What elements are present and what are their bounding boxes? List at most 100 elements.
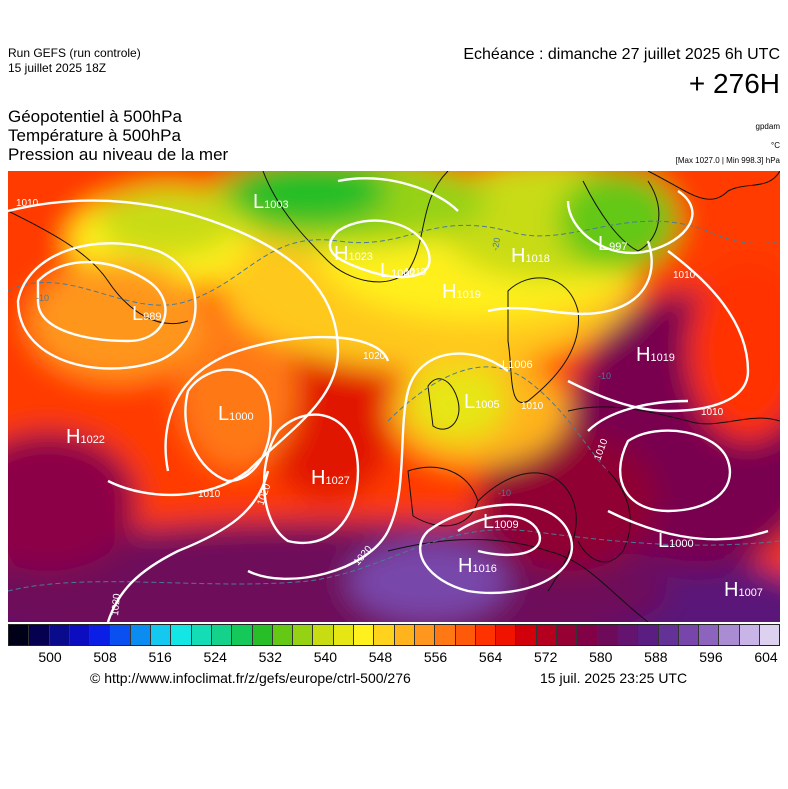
colorbar-cell <box>191 625 212 645</box>
colorbar-ticks: 500 508 516 524 532 540 548 556 564 572 580 588 596 6… <box>8 649 780 665</box>
colorbar-cell <box>69 625 91 645</box>
colorbar-tick-label: 604 <box>754 649 778 665</box>
run-title: Run GEFS (run controle) <box>8 46 141 60</box>
temperature-isotherms <box>8 220 780 592</box>
colorbar-tick-label: 596 <box>699 649 723 665</box>
colorbar-cell <box>252 625 273 645</box>
colorbar-tick-label: 548 <box>368 649 393 665</box>
colorbar-tick-label: 508 <box>93 649 117 665</box>
temperature-label: -10 <box>36 293 49 303</box>
colorbar-cell <box>374 625 395 645</box>
colorbar-cell <box>678 625 700 645</box>
pressure-center-low: L1007 <box>380 260 416 282</box>
generated-timestamp: 15 juil. 2025 23:25 UTC <box>540 670 688 686</box>
pressure-centers: L1003 H1023 L1007 H1018 L997 L989 H1019 … <box>66 191 763 601</box>
colorbar-tick-label: 500 <box>38 649 62 665</box>
pressure-center-high: H1016 <box>458 555 497 577</box>
coastlines <box>8 171 780 622</box>
pressure-center-high: H1019 <box>636 344 675 366</box>
colorbar-cell <box>110 625 131 645</box>
isobar-label: 1010 <box>701 407 724 418</box>
source-credit: © http://www.infoclimat.fr/z/gefs/europe… <box>90 670 411 686</box>
param-temperature-unit: °C <box>771 141 780 150</box>
isobar-label: 1010 <box>404 267 427 278</box>
temperature-label: -10 <box>598 371 611 381</box>
isobar-label: 1020 <box>363 351 386 362</box>
colorbar-cell <box>29 625 50 645</box>
param-pressure-unit: [Max 1027.0 | Min 998.3] hPa <box>675 156 780 165</box>
colorbar-tick-label: 580 <box>589 649 613 665</box>
colorbar-cell <box>475 625 497 645</box>
colorbar-cell <box>455 625 476 645</box>
colorbar-cell <box>435 625 456 645</box>
run-date: 15 juillet 2025 18Z <box>8 61 107 75</box>
colorbar-tick-label: 572 <box>534 649 558 665</box>
pressure-center-high: H1018 <box>511 245 550 267</box>
pressure-center-low: L1000 <box>658 530 694 552</box>
pressure-center-high: H1007 <box>724 579 763 601</box>
colorbar-cell <box>130 625 152 645</box>
isobar-label: 1010 <box>198 489 221 500</box>
colorbar-tick-label: 516 <box>148 649 172 665</box>
isobars <box>8 177 769 622</box>
colorbar-cell <box>49 625 70 645</box>
isobar-label: 1010 <box>521 401 544 412</box>
colorbar-cell <box>739 625 760 645</box>
pressure-center-high: H1022 <box>66 426 105 448</box>
colorbar-cell <box>272 625 294 645</box>
colorbar-cell <box>333 625 355 645</box>
colorbar-cell <box>394 625 415 645</box>
colorbar-cell <box>658 625 679 645</box>
colorbar-cell <box>9 625 30 645</box>
geopotential-field <box>8 171 780 622</box>
colorbar <box>8 624 780 646</box>
colorbar-cell <box>577 625 598 645</box>
pressure-center-high: H1019 <box>442 281 481 303</box>
colorbar-tick-label: 564 <box>478 649 503 665</box>
colorbar-cell <box>293 625 314 645</box>
param-pressure-label: Pression au niveau de la mer <box>8 145 229 164</box>
isobar-label: 1010 <box>16 198 39 209</box>
colorbar-cell <box>232 625 253 645</box>
pressure-center-low: L1005 <box>464 391 500 413</box>
colorbar-tick-label: 532 <box>258 649 282 665</box>
colorbar-cell <box>719 625 740 645</box>
colorbar-cell <box>557 625 578 645</box>
colorbar-cell <box>211 625 233 645</box>
forecast-valid-time: Echéance : dimanche 27 juillet 2025 6h U… <box>463 46 780 63</box>
pressure-center-low: L1000 <box>218 403 254 425</box>
lead-time: + 276H <box>688 68 780 99</box>
temperature-labels: -20 -10 -10 -10 <box>36 237 611 498</box>
colorbar-tick-label: 524 <box>203 649 227 665</box>
colorbar-cell <box>638 625 659 645</box>
colorbar-tick-label: 588 <box>644 649 668 665</box>
colorbar-cell <box>597 625 618 645</box>
param-geopotential-label: Géopotentiel à 500hPa <box>8 107 182 126</box>
pressure-center-low: L989 <box>132 303 161 325</box>
colorbar-cell <box>414 625 436 645</box>
pressure-center-low: L1006 <box>502 359 533 371</box>
colorbar-cell <box>536 625 558 645</box>
temperature-label: -20 <box>490 237 502 252</box>
isobar-label: 1010 <box>673 270 696 281</box>
param-temperature-label: Température à 500hPa <box>8 126 181 145</box>
colorbar-cell <box>313 625 334 645</box>
colorbar-cell <box>496 625 517 645</box>
colorbar-tick-label: 556 <box>423 649 448 665</box>
colorbar-cell <box>516 625 537 645</box>
pressure-center-low: L997 <box>598 233 627 255</box>
pressure-center-low: L1009 <box>483 511 519 533</box>
temperature-label: -10 <box>498 488 511 498</box>
isobar-label: 1020 <box>110 593 123 617</box>
colorbar-tick-label: 540 <box>313 649 338 665</box>
colorbar-cell <box>90 625 111 645</box>
pressure-center-low: L1003 <box>253 191 289 213</box>
pressure-center-high: H1023 <box>334 243 373 265</box>
param-geopotential-unit: gpdam <box>755 122 780 131</box>
colorbar-cell <box>171 625 192 645</box>
colorbar-cell <box>354 625 375 645</box>
weather-map: L1003 H1023 L1007 H1018 L997 L989 H1019 … <box>8 171 780 622</box>
colorbar-cell <box>617 625 639 645</box>
pressure-center-high: H1027 <box>311 467 350 489</box>
colorbar-cell <box>759 625 780 645</box>
